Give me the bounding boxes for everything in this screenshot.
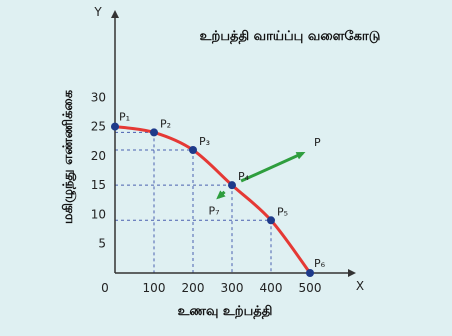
x-axis-label: உணவு உற்பத்தி (178, 304, 273, 319)
point-label: P₁ (119, 111, 130, 124)
ppc-curve (114, 125, 312, 274)
curve-point (189, 146, 197, 154)
point-label: P₂ (160, 117, 171, 130)
annotation-label: P₇ (209, 205, 220, 218)
curve-point (111, 122, 119, 131)
origin-label: 0 (101, 281, 109, 295)
chart-title: உற்பத்தி வாய்ப்பு வளைகோடு (200, 29, 381, 44)
x-tick-label: 200 (182, 281, 205, 295)
y-axis-label: மகிழுந்து எண்ணிக்கை (61, 89, 77, 224)
curve-point (306, 269, 314, 277)
shift-arrow-inward (216, 190, 226, 200)
x-axis-letter: X (356, 279, 364, 293)
y-tick-label: 15 (91, 178, 106, 192)
point-labels: P₁ P₂ P₃ P₄ P₅ P₆ (119, 111, 326, 270)
annotation-label: P (314, 136, 321, 149)
x-tick-label: 100 (143, 281, 166, 295)
annotation-labels: P P₇ (209, 136, 322, 218)
point-label: P₆ (314, 257, 326, 270)
y-tick-label: 10 (91, 207, 106, 221)
y-axis-letter: Y (93, 5, 102, 19)
y-tick-label: 30 (91, 90, 106, 104)
curve-points (111, 122, 314, 277)
curve-point (150, 128, 158, 137)
y-tick-label: 20 (91, 149, 106, 163)
point-label: P₅ (277, 205, 288, 218)
x-tick-label: 300 (221, 281, 244, 295)
curve-point (267, 216, 275, 225)
x-tick-label: 400 (260, 281, 283, 295)
x-tick-labels: 100 200 300 400 500 (143, 281, 322, 295)
x-tick-label: 500 (299, 281, 322, 295)
y-tick-label: 5 (98, 237, 106, 251)
point-label: P₃ (199, 135, 210, 148)
y-tick-labels: 5 10 15 20 25 30 (91, 90, 106, 250)
point-label: P₄ (238, 170, 250, 183)
shift-arrows (216, 151, 306, 200)
y-tick-label: 25 (91, 120, 106, 134)
shift-arrow-outward (240, 151, 306, 183)
curve-point (228, 181, 236, 190)
guide-lines (115, 131, 272, 273)
